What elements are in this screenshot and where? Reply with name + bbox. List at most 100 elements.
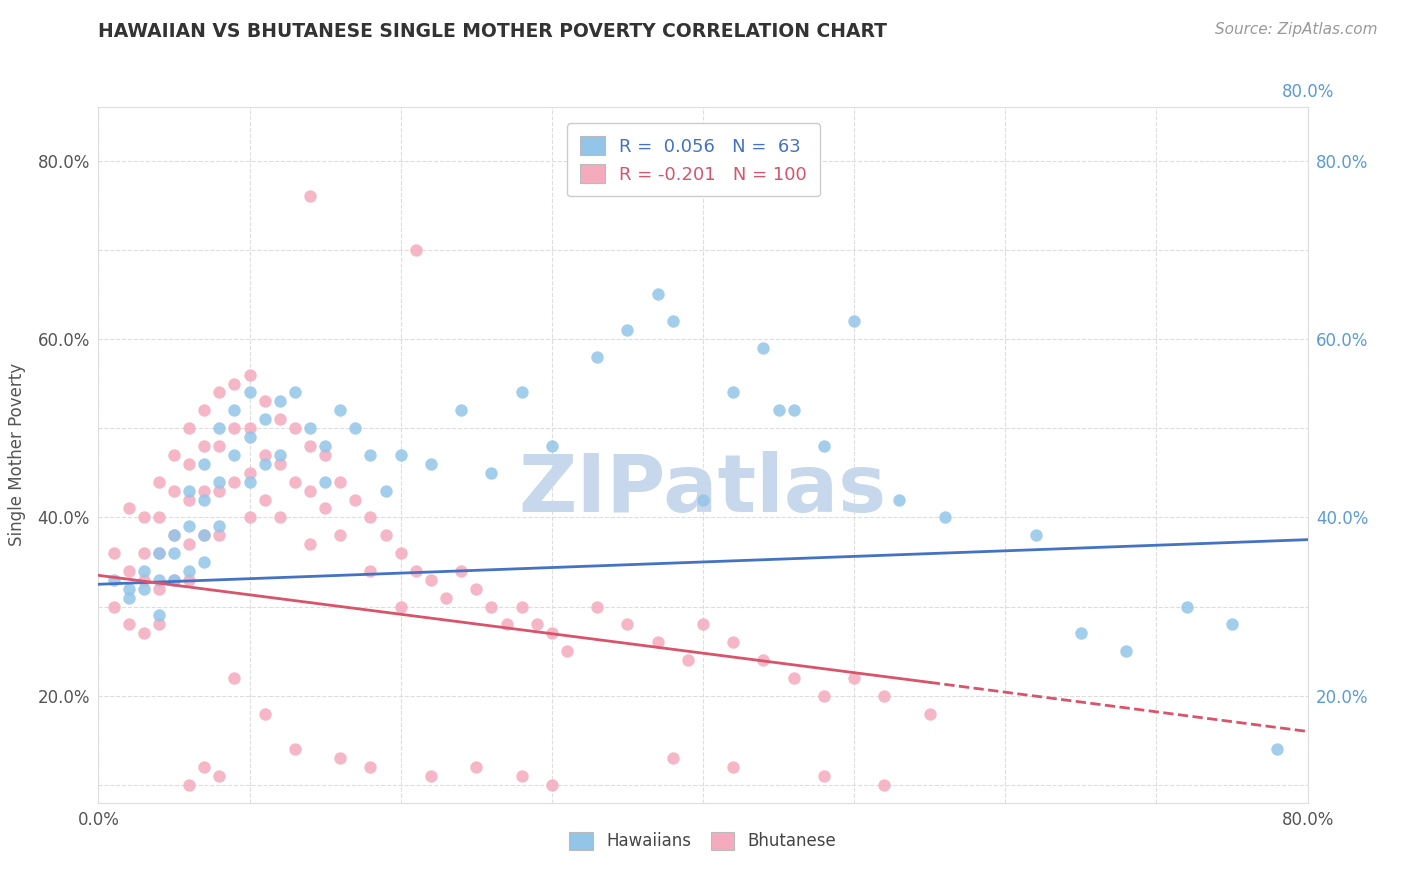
Point: [132, 564, 155, 578]
Point: [360, 448, 382, 462]
Point: [1267, 742, 1289, 756]
Point: [813, 439, 835, 453]
Point: [510, 599, 533, 614]
Point: [269, 457, 291, 471]
Point: [224, 376, 246, 391]
Point: [1115, 644, 1137, 658]
Point: [450, 564, 472, 578]
Point: [1070, 626, 1092, 640]
Point: [540, 439, 562, 453]
Point: [495, 617, 517, 632]
Point: [299, 483, 322, 498]
Legend: Hawaiians, Bhutanese: Hawaiians, Bhutanese: [562, 825, 844, 857]
Point: [420, 769, 443, 783]
Point: [813, 769, 835, 783]
Point: [540, 626, 562, 640]
Point: [118, 617, 141, 632]
Point: [329, 528, 352, 542]
Point: [163, 573, 186, 587]
Y-axis label: Single Mother Poverty: Single Mother Poverty: [8, 363, 27, 547]
Point: [299, 421, 322, 435]
Point: [661, 314, 683, 328]
Point: [132, 510, 155, 524]
Point: [239, 368, 262, 382]
Point: [873, 778, 896, 792]
Point: [269, 412, 291, 426]
Point: [179, 519, 201, 533]
Point: [723, 760, 745, 774]
Point: [723, 635, 745, 649]
Point: [179, 457, 201, 471]
Point: [208, 385, 231, 400]
Point: [586, 350, 609, 364]
Point: [179, 492, 201, 507]
Point: [647, 635, 669, 649]
Point: [676, 653, 699, 667]
Point: [783, 671, 806, 685]
Point: [889, 492, 911, 507]
Point: [103, 546, 125, 560]
Point: [1175, 599, 1198, 614]
Point: [269, 394, 291, 409]
Point: [118, 582, 141, 596]
Point: [208, 421, 231, 435]
Point: [239, 475, 262, 489]
Point: [723, 385, 745, 400]
Point: [148, 546, 170, 560]
Point: [148, 608, 170, 623]
Point: [465, 760, 488, 774]
Point: [253, 412, 276, 426]
Point: [434, 591, 457, 605]
Point: [208, 769, 231, 783]
Point: [179, 537, 201, 551]
Point: [540, 778, 562, 792]
Point: [224, 421, 246, 435]
Point: [118, 591, 141, 605]
Point: [148, 573, 170, 587]
Point: [163, 528, 186, 542]
Point: [239, 385, 262, 400]
Point: [239, 466, 262, 480]
Point: [329, 403, 352, 417]
Point: [118, 501, 141, 516]
Point: [193, 555, 215, 569]
Point: [329, 751, 352, 765]
Point: [360, 760, 382, 774]
Point: [329, 475, 352, 489]
Point: [934, 510, 956, 524]
Point: [314, 475, 336, 489]
Point: [224, 475, 246, 489]
Point: [481, 599, 503, 614]
Point: [284, 385, 307, 400]
Text: HAWAIIAN VS BHUTANESE SINGLE MOTHER POVERTY CORRELATION CHART: HAWAIIAN VS BHUTANESE SINGLE MOTHER POVE…: [98, 22, 887, 41]
Point: [118, 564, 141, 578]
Point: [208, 475, 231, 489]
Point: [661, 751, 683, 765]
Point: [420, 573, 443, 587]
Point: [163, 483, 186, 498]
Point: [253, 492, 276, 507]
Point: [768, 403, 790, 417]
Point: [360, 510, 382, 524]
Point: [224, 671, 246, 685]
Point: [344, 492, 367, 507]
Point: [148, 582, 170, 596]
Point: [692, 492, 714, 507]
Point: [103, 599, 125, 614]
Point: [420, 457, 443, 471]
Point: [284, 421, 307, 435]
Point: [193, 492, 215, 507]
Point: [208, 483, 231, 498]
Point: [555, 644, 578, 658]
Point: [389, 546, 412, 560]
Point: [647, 287, 669, 301]
Point: [450, 403, 472, 417]
Point: [918, 706, 941, 721]
Point: [132, 573, 155, 587]
Point: [179, 778, 201, 792]
Point: [616, 323, 638, 337]
Point: [374, 528, 396, 542]
Point: [844, 314, 866, 328]
Point: [269, 510, 291, 524]
Point: [1220, 617, 1243, 632]
